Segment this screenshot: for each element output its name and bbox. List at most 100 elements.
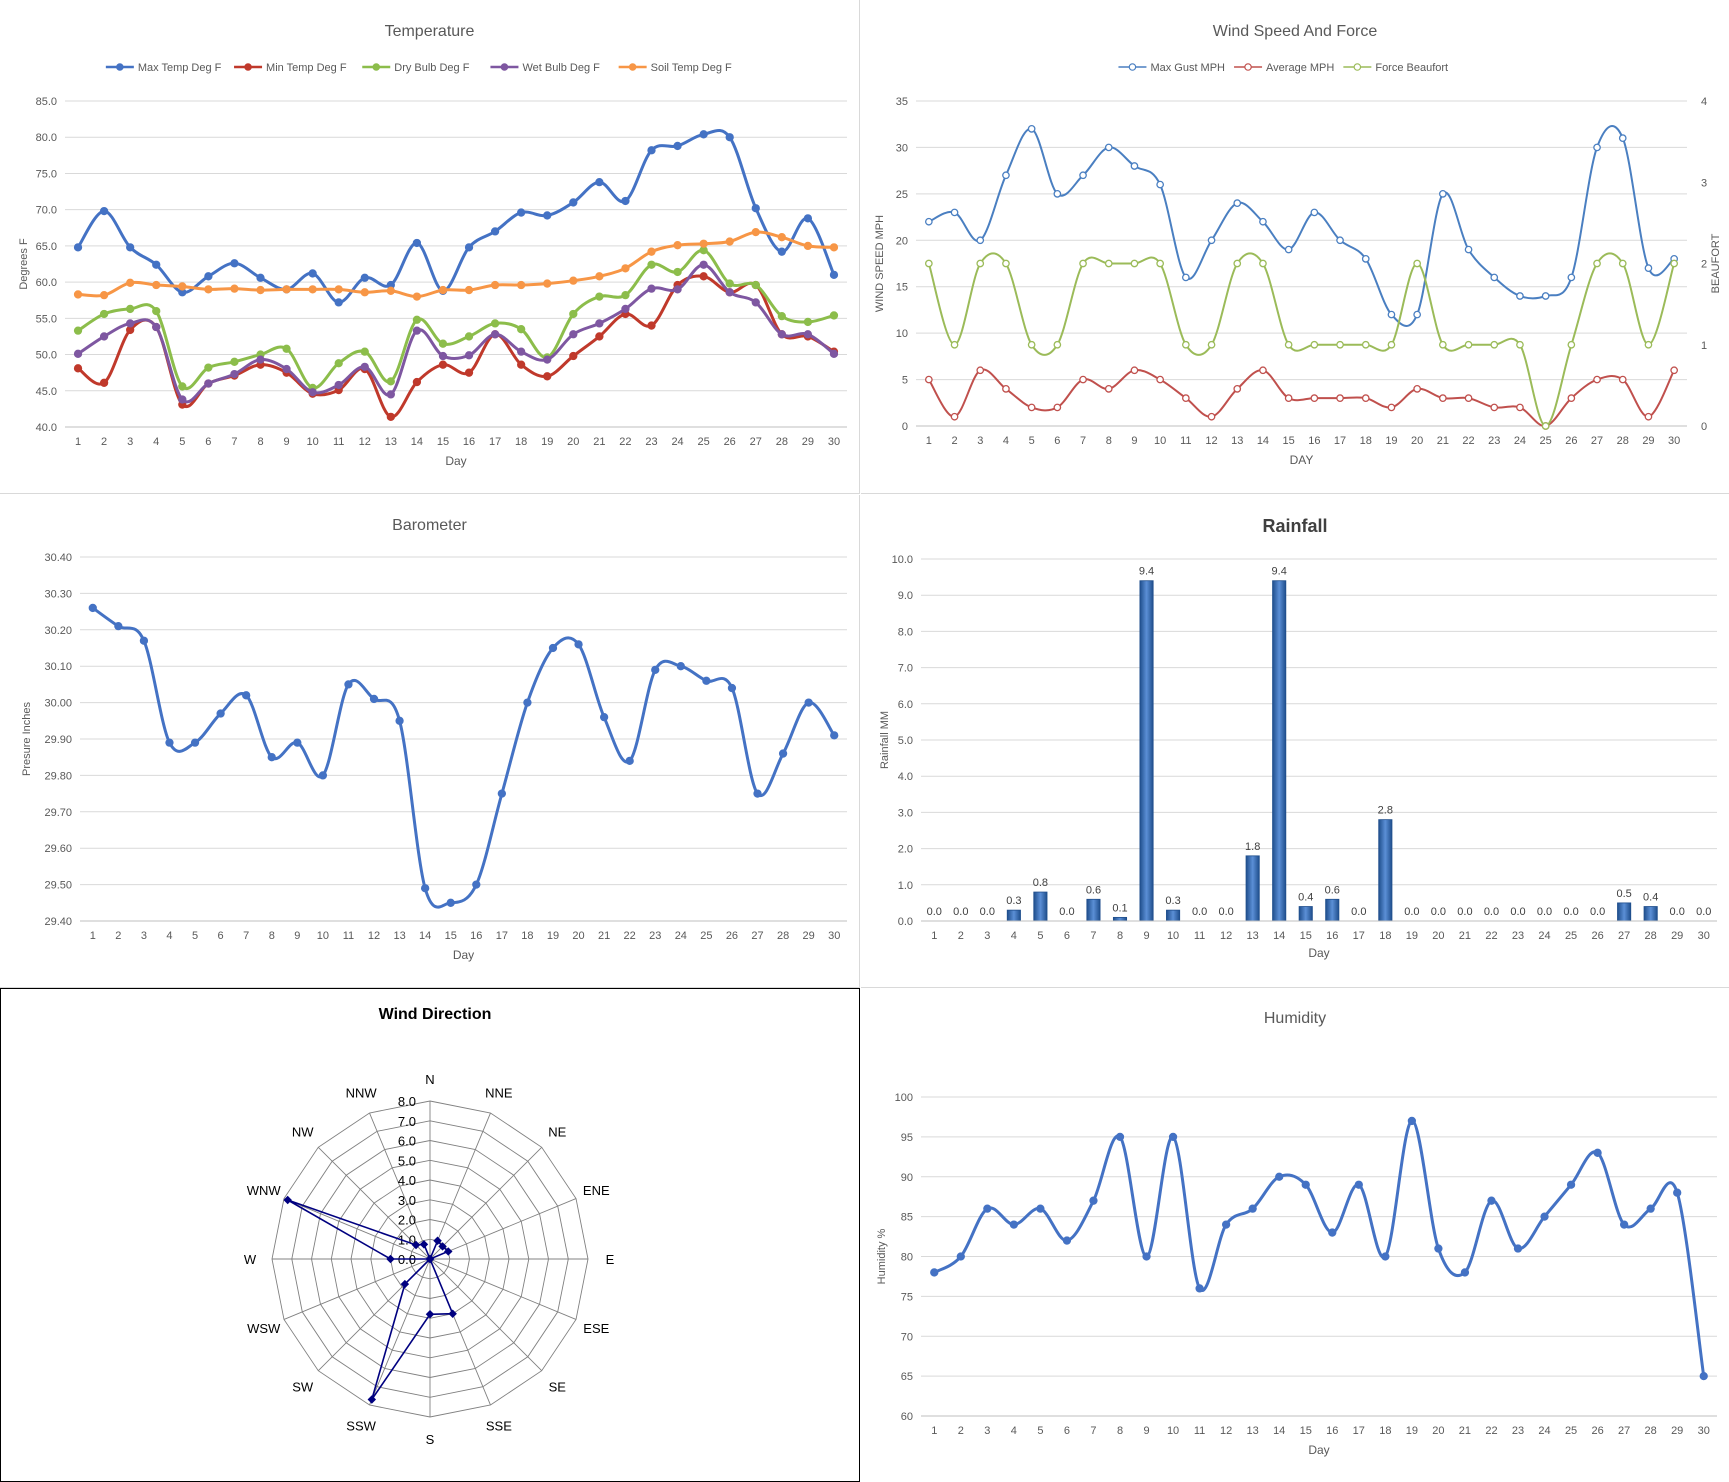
data-point bbox=[829, 349, 839, 358]
data-point bbox=[178, 382, 187, 391]
legend-item: Dry Bulb Deg F bbox=[362, 62, 470, 74]
data-point bbox=[256, 355, 265, 364]
y-tick-label: 15 bbox=[896, 282, 908, 294]
data-point bbox=[621, 291, 630, 300]
x-tick-label: 6 bbox=[1064, 1425, 1070, 1437]
x-tick-label: 20 bbox=[1411, 435, 1423, 447]
chart-svg: Wind Direction N NNE NE ENE E ESE SE SSE S SSW SW WS… bbox=[244, 1006, 615, 1447]
data-point bbox=[803, 317, 813, 327]
x-tick-label: 10 bbox=[317, 930, 329, 942]
x-tick-label: 29 bbox=[1671, 1425, 1683, 1437]
data-point bbox=[950, 340, 959, 349]
bar bbox=[1617, 902, 1632, 922]
data-point bbox=[464, 332, 474, 341]
data-point bbox=[386, 390, 395, 399]
bar bbox=[1245, 855, 1260, 922]
y-tick-label: 40.0 bbox=[36, 422, 57, 434]
data-point bbox=[464, 243, 474, 252]
data-point bbox=[1002, 259, 1010, 268]
data-point bbox=[517, 347, 526, 356]
x-tick-label: 21 bbox=[598, 930, 610, 942]
x-tick-label: 12 bbox=[1205, 435, 1217, 447]
data-point bbox=[344, 680, 353, 689]
x-tick-label: 2 bbox=[951, 435, 957, 447]
data-point bbox=[647, 260, 656, 269]
x-axis-label: Day bbox=[445, 454, 466, 468]
direction-label: NE bbox=[548, 1125, 566, 1140]
data-point bbox=[230, 284, 239, 293]
data-point bbox=[1541, 292, 1550, 300]
x-tick-label: 29 bbox=[1642, 435, 1654, 447]
data-point bbox=[1438, 394, 1447, 402]
data-point bbox=[360, 288, 369, 297]
x-tick-label: 24 bbox=[1538, 1425, 1550, 1437]
x-tick-label: 20 bbox=[572, 930, 584, 942]
legend-item: Soil Temp Deg F bbox=[618, 62, 732, 74]
data-point bbox=[444, 1247, 453, 1256]
data-point bbox=[1646, 1204, 1655, 1213]
data-point bbox=[1284, 394, 1293, 402]
data-point bbox=[1490, 273, 1499, 282]
x-tick-label: 12 bbox=[368, 930, 380, 942]
legend-label: Wet Bulb Deg F bbox=[522, 62, 600, 74]
y-tick-label: 8.0 bbox=[898, 626, 913, 638]
data-point bbox=[1089, 1196, 1098, 1205]
data-point bbox=[647, 284, 656, 293]
legend-label: Max Gust MPH bbox=[1150, 62, 1225, 74]
data-point bbox=[778, 749, 788, 758]
data-point bbox=[1053, 340, 1062, 349]
legend-marker bbox=[1244, 63, 1252, 71]
radar-spoke bbox=[317, 1146, 431, 1260]
x-tick-label: 11 bbox=[1194, 1425, 1205, 1437]
data-point bbox=[178, 282, 187, 291]
x-tick-label: 9 bbox=[1143, 930, 1149, 942]
data-point bbox=[543, 355, 552, 364]
x-axis-label: Day bbox=[453, 948, 474, 962]
x-tick-label: 30 bbox=[828, 930, 840, 942]
direction-label: E bbox=[606, 1252, 615, 1267]
y-axis-label: Humidity % bbox=[876, 1228, 888, 1284]
y-tick-label: 10 bbox=[896, 328, 908, 340]
bar bbox=[1166, 909, 1181, 922]
x-tick-label: 14 bbox=[419, 930, 431, 942]
data-point bbox=[126, 243, 135, 252]
series-force-beaufort bbox=[925, 252, 1679, 430]
x-tick-label: 6 bbox=[205, 436, 211, 448]
x-tick-label: 13 bbox=[1247, 930, 1259, 942]
data-point bbox=[1490, 403, 1499, 412]
data-point bbox=[1336, 236, 1344, 245]
x-tick-label: 5 bbox=[1037, 1425, 1043, 1437]
x-axis-label: Day bbox=[1308, 1443, 1329, 1457]
data-point bbox=[1673, 1188, 1682, 1197]
y2-tick-label: 2 bbox=[1701, 259, 1707, 271]
x-tick-label: 7 bbox=[1090, 1425, 1096, 1437]
data-point bbox=[543, 211, 552, 220]
data-point bbox=[569, 330, 578, 339]
legend-marker bbox=[372, 63, 381, 71]
data-point bbox=[360, 362, 369, 372]
data-point bbox=[412, 326, 422, 335]
data-point bbox=[1079, 171, 1087, 180]
chart-svg: Temperature 40.0 45.0 50.0 55.0 60.0 65.0 70.0 7… bbox=[18, 23, 847, 468]
x-tick-label: 23 bbox=[645, 436, 657, 448]
x-tick-label: 28 bbox=[1617, 435, 1629, 447]
data-point bbox=[438, 351, 448, 361]
radial-tick-label: 2.0 bbox=[398, 1213, 416, 1228]
data-point bbox=[425, 1254, 435, 1264]
series-average-mph bbox=[925, 366, 1679, 430]
series-dry-bulb-deg-f bbox=[73, 246, 839, 393]
data-point bbox=[412, 377, 422, 387]
x-tick-label: 11 bbox=[1180, 435, 1191, 447]
x-tick-label: 13 bbox=[1231, 435, 1243, 447]
data-point bbox=[753, 789, 762, 798]
data-point bbox=[1130, 259, 1139, 268]
data-point bbox=[293, 738, 302, 747]
data-point bbox=[490, 280, 500, 290]
x-tick-label: 16 bbox=[470, 930, 482, 942]
data-point bbox=[777, 312, 786, 321]
x-tick-label: 3 bbox=[141, 930, 147, 942]
data-point bbox=[99, 206, 109, 216]
series-line bbox=[928, 125, 1675, 327]
x-tick-label: 17 bbox=[1353, 1425, 1365, 1437]
legend-marker bbox=[500, 63, 509, 71]
